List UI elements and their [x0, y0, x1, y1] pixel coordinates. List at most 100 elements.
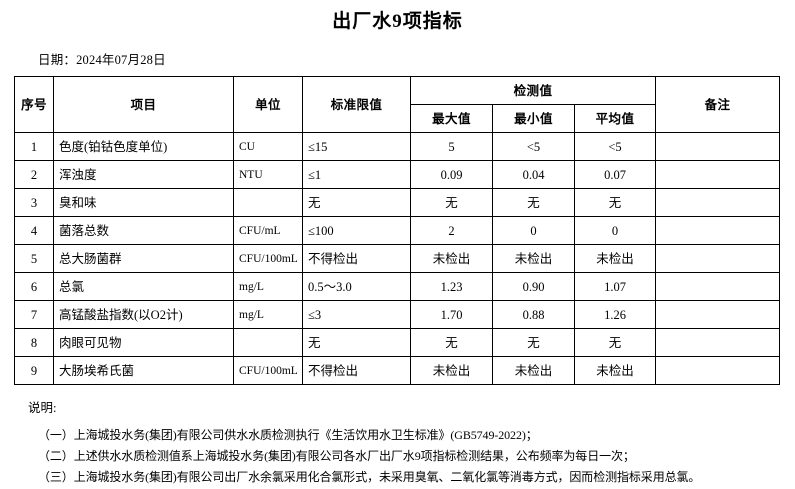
table-row: 9 大肠埃希氏菌 CFU/100mL 不得检出 未检出 未检出 未检出	[14, 356, 781, 385]
note-line-3: （三）上海城投水务(集团)有限公司出厂水余氯采用化合氯形式，未采用臭氧、二氧化氯…	[38, 470, 701, 484]
cell-item: 肉眼可见物	[53, 328, 234, 357]
cell-avg: 0.07	[573, 160, 657, 189]
cell-index: 9	[14, 356, 54, 385]
cell-note	[655, 300, 781, 329]
cell-item: 色度(铂钴色度单位)	[53, 132, 234, 161]
table-row: 8 肉眼可见物 无 无 无 无	[14, 328, 781, 357]
cell-max: 1.23	[410, 272, 493, 301]
cell-item: 臭和味	[53, 188, 234, 217]
table-row: 6 总氯 mg/L 0.5～3.0 1.23 0.90 1.07	[14, 272, 781, 301]
cell-avg: 0	[573, 216, 657, 245]
cell-note	[655, 160, 781, 189]
cell-index: 5	[14, 244, 54, 273]
cell-item: 总大肠菌群	[53, 244, 234, 273]
cell-limit: 无	[302, 328, 411, 357]
column-header-measured-group: 检测值	[409, 76, 657, 105]
table-row: 2 浑浊度 NTU ≤1 0.09 0.04 0.07	[14, 160, 781, 189]
table-row: 5 总大肠菌群 CFU/100mL 不得检出 未检出 未检出 未检出	[14, 244, 781, 273]
cell-note	[655, 328, 781, 357]
cell-note	[655, 272, 781, 301]
cell-item: 浑浊度	[53, 160, 234, 189]
cell-avg: 未检出	[573, 244, 657, 273]
cell-avg: <5	[573, 132, 657, 161]
cell-index: 1	[14, 132, 54, 161]
cell-min: 0	[492, 216, 575, 245]
cell-max: 5	[410, 132, 493, 161]
table-row: 1 色度(铂钴色度单位) CU ≤15 5 <5 <5	[14, 132, 781, 161]
table-header: 序号 项目 单位 标准限值 检测值 备注 最大值 最小值 平均值	[14, 76, 781, 133]
cell-max: 1.70	[410, 300, 493, 329]
column-header-unit: 单位	[233, 76, 303, 133]
cell-limit: ≤15	[302, 132, 411, 161]
column-header-min: 最小值	[492, 104, 575, 133]
cell-avg: 无	[573, 328, 657, 357]
cell-avg: 无	[573, 188, 657, 217]
cell-limit: ≤1	[302, 160, 411, 189]
cell-index: 8	[14, 328, 54, 357]
cell-note	[655, 356, 781, 385]
column-header-max: 最大值	[410, 104, 493, 133]
cell-index: 6	[14, 272, 54, 301]
cell-note	[655, 132, 781, 161]
cell-min: 0.90	[492, 272, 575, 301]
column-header-avg: 平均值	[573, 104, 657, 133]
cell-limit: 不得检出	[302, 356, 411, 385]
cell-note	[655, 216, 781, 245]
column-header-limit: 标准限值	[302, 76, 411, 133]
cell-item: 菌落总数	[53, 216, 234, 245]
note-line-2: （二）上述供水水质检测值系上海城投水务(集团)有限公司各水厂出厂水9项指标检测结…	[38, 449, 635, 463]
table-header-row-2: 最大值 最小值 平均值	[15, 104, 780, 133]
cell-limit: 不得检出	[302, 244, 411, 273]
table-header-row-1: 序号 项目 单位 标准限值 检测值 备注	[14, 76, 781, 133]
cell-unit: CFU/mL	[233, 216, 303, 245]
cell-index: 3	[14, 188, 54, 217]
cell-min: 0.88	[492, 300, 575, 329]
cell-min: 无	[492, 188, 575, 217]
cell-avg: 1.07	[573, 272, 657, 301]
cell-unit: CFU/100mL	[233, 356, 303, 385]
column-header-item: 项目	[53, 76, 234, 133]
cell-limit: 无	[302, 188, 411, 217]
cell-avg: 未检出	[573, 356, 657, 385]
cell-limit: ≤100	[302, 216, 411, 245]
cell-max: 无	[410, 188, 493, 217]
cell-unit	[233, 328, 303, 357]
cell-max: 未检出	[410, 244, 493, 273]
cell-unit: mg/L	[233, 272, 303, 301]
cell-unit	[233, 188, 303, 217]
table-row: 7 高锰酸盐指数(以O2计) mg/L ≤3 1.70 0.88 1.26	[14, 300, 781, 329]
cell-min: 0.04	[492, 160, 575, 189]
cell-unit: CFU/100mL	[233, 244, 303, 273]
page-title: 出厂水9项指标	[332, 11, 463, 32]
cell-max: 无	[410, 328, 493, 357]
cell-min: 未检出	[492, 244, 575, 273]
cell-max: 2	[410, 216, 493, 245]
table-row: 3 臭和味 无 无 无 无	[14, 188, 781, 217]
cell-max: 0.09	[410, 160, 493, 189]
cell-unit: mg/L	[233, 300, 303, 329]
cell-min: <5	[492, 132, 575, 161]
water-quality-table: 序号 项目 单位 标准限值 检测值 备注 最大值 最小值 平均值 1 色度(铂钴…	[14, 76, 781, 385]
cell-item: 大肠埃希氏菌	[53, 356, 234, 385]
report-date: 日期：2024年07月28日	[38, 53, 166, 67]
cell-min: 未检出	[492, 356, 575, 385]
table-body: 1 色度(铂钴色度单位) CU ≤15 5 <5 <5 2 浑浊度 NTU ≤1…	[14, 132, 781, 385]
cell-index: 2	[14, 160, 54, 189]
cell-index: 7	[14, 300, 54, 329]
notes-heading: 说明:	[28, 401, 57, 415]
column-header-note: 备注	[655, 76, 781, 133]
notes-section: 说明: （一）上海城投水务(集团)有限公司供水水质检测执行《生活饮用水卫生标准》…	[0, 385, 795, 488]
cell-item: 高锰酸盐指数(以O2计)	[53, 300, 234, 329]
cell-note	[655, 188, 781, 217]
cell-avg: 1.26	[573, 300, 657, 329]
table-row: 4 菌落总数 CFU/mL ≤100 2 0 0	[14, 216, 781, 245]
cell-limit: ≤3	[302, 300, 411, 329]
cell-index: 4	[14, 216, 54, 245]
column-header-index: 序号	[14, 76, 54, 133]
cell-item: 总氯	[53, 272, 234, 301]
cell-min: 无	[492, 328, 575, 357]
cell-unit: NTU	[233, 160, 303, 189]
cell-max: 未检出	[410, 356, 493, 385]
note-line-1: （一）上海城投水务(集团)有限公司供水水质检测执行《生活饮用水卫生标准》(GB5…	[38, 428, 538, 442]
